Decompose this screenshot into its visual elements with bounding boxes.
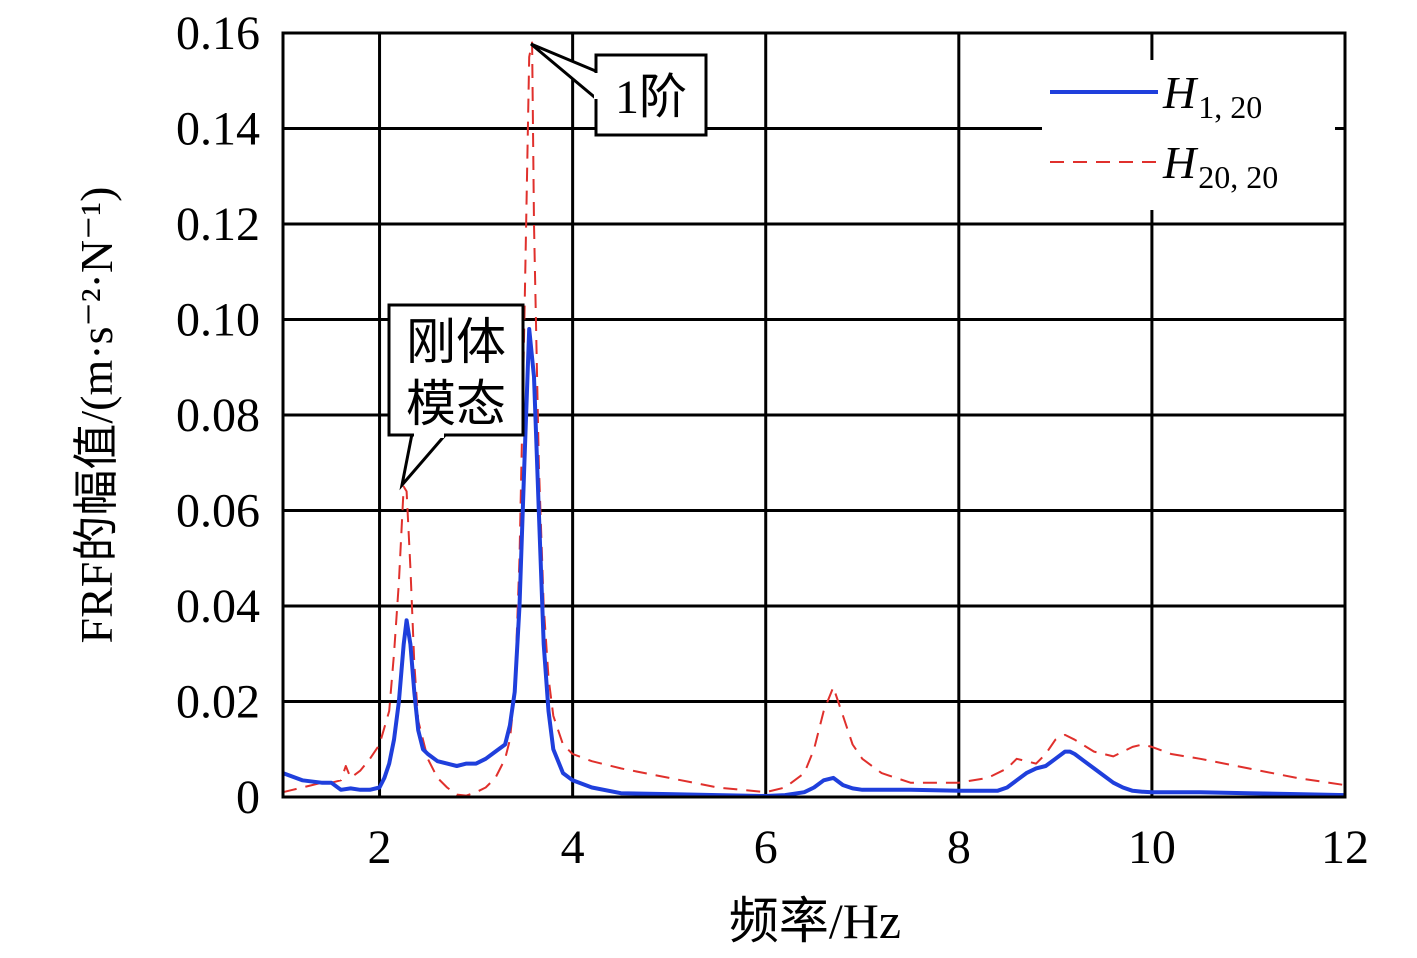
x-tick-labels: 2 4 6 8 10 12: [368, 821, 1369, 874]
x-tick-label: 8: [947, 821, 971, 874]
y-tick-label: 0.02: [176, 676, 260, 729]
y-tick-label: 0.10: [176, 294, 260, 347]
legend-label-h1-20-main: H: [1162, 67, 1199, 118]
legend-label-h20-20-main: H: [1162, 137, 1199, 188]
callout-rigid-body-line1: 刚体: [406, 314, 506, 370]
plot-frame: [281, 31, 1347, 799]
x-tick-label: 6: [754, 821, 778, 874]
callout-first-order-mode: 1阶: [530, 42, 708, 137]
series-line-h1-20: [282, 327, 1346, 798]
callout-first-order-joint: [594, 73, 601, 99]
y-tick-label: 0.04: [176, 580, 260, 633]
callout-rigid-body-line2: 模态: [406, 376, 506, 432]
series-lines: [282, 41, 1346, 798]
callout-rigid-body-box: [387, 303, 525, 437]
legend-label-h20-20-sub: 20, 20: [1198, 159, 1278, 195]
series-line-h20-20: [282, 41, 1346, 797]
x-tick-label: 12: [1321, 821, 1369, 874]
y-tick-label: 0.16: [176, 7, 260, 60]
legend-label-h1-20-sub: 1, 20: [1198, 89, 1262, 125]
x-tick-label: 4: [561, 821, 585, 874]
y-tick-label: 0.12: [176, 198, 260, 251]
callout-first-order-box: [594, 53, 708, 137]
y-tick-label: 0.06: [176, 485, 260, 538]
callout-rigid-body-mode: 刚体 模态: [387, 303, 525, 491]
legend-label-h1-20: H1, 20: [1162, 67, 1262, 125]
x-tick-label: 10: [1128, 821, 1176, 874]
x-tick-label: 2: [368, 821, 392, 874]
y-axis-title: FRF的幅值/(m·s⁻²·N⁻¹): [71, 187, 122, 644]
callout-first-order-pointer: [530, 42, 600, 104]
y-tick-label: 0.14: [176, 103, 260, 156]
y-tick-labels: 0 0.02 0.04 0.06 0.08 0.10 0.12 0.14 0.16: [176, 7, 260, 824]
callout-rigid-body-pointer: [399, 432, 450, 491]
callout-first-order-text: 1阶: [615, 71, 687, 124]
legend-background: [1042, 60, 1335, 210]
y-tick-label: 0.08: [176, 389, 260, 442]
x-axis-title: 频率/Hz: [729, 893, 901, 949]
y-tick-label: 0: [236, 771, 260, 824]
legend: H1, 20 H20, 20: [1042, 60, 1335, 210]
legend-label-h20-20: H20, 20: [1162, 137, 1278, 195]
callout-rigid-body-joint: [414, 430, 444, 438]
